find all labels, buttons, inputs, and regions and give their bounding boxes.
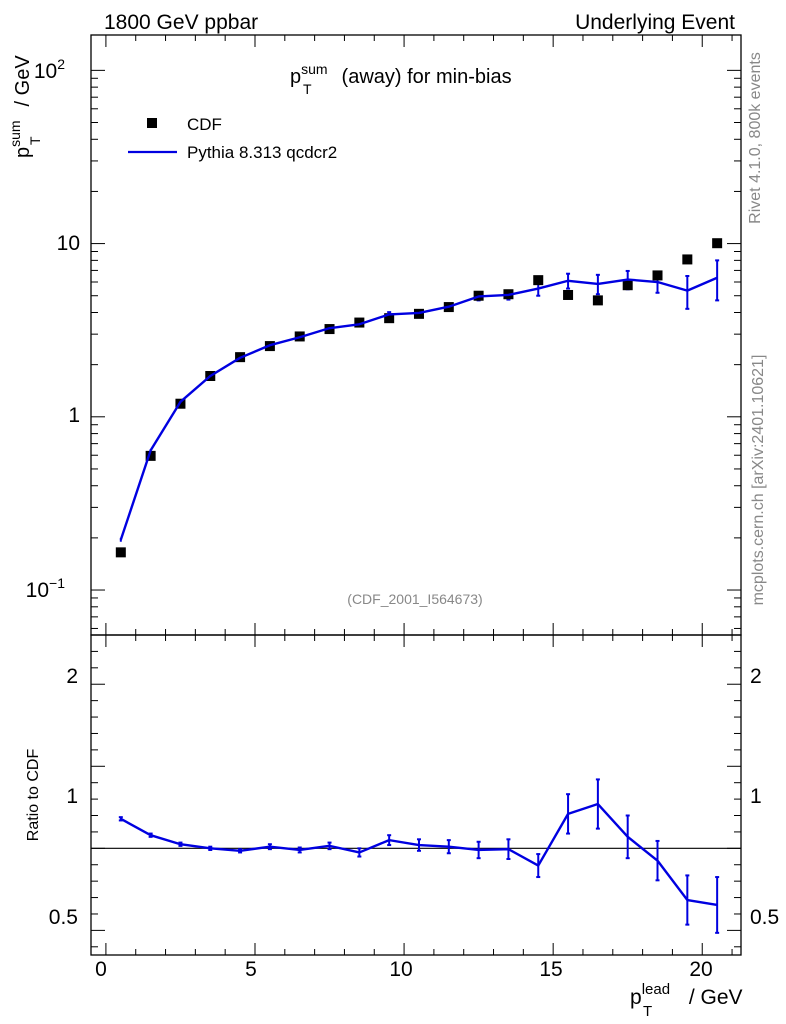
cdf-marker [682,254,693,265]
ratio-ytick-label-1-left: 1 [66,785,78,808]
cdf-marker [115,547,126,558]
cdf-marker [354,317,365,328]
cdf-marker [563,289,574,300]
ytick-label-0-1: 10−1 [26,575,66,602]
xlabel-rest: / GeV [683,986,743,1009]
ratio-ytick-label-1-right: 1 [750,785,762,808]
rivet-label: Rivet 4.1.0, 800k events [747,52,764,224]
xtick-label-10: 10 [389,958,412,981]
ratio-ytick-label-2-right: 2 [750,665,762,688]
xlabel-p: p [630,986,642,1009]
cdf-marker [384,313,395,324]
title-rest: (away) for min-bias [336,66,512,88]
title-sup: sum [301,61,327,77]
analysis-watermark: (CDF_2001_I564673) [347,591,482,607]
title-sub: T [303,81,312,97]
ratio-plot-frame [90,634,742,956]
ratio-ylabel: Ratio to CDF [25,749,42,842]
xtick-label-5: 5 [245,958,257,981]
ylabel-p: p [12,147,34,158]
xtick-label-0: 0 [95,958,107,981]
ylabel-sup: sum [7,120,23,146]
header-right: Underlying Event [575,11,735,34]
main-ylabel: psum T / GeV [7,55,43,158]
legend-label-pythia: Pythia 8.313 qcdcr2 [187,143,337,162]
cdf-marker [712,238,723,249]
ylabel-sub: T [27,136,43,145]
mc-line [119,276,718,541]
cdf-marker [533,275,544,286]
legend-label-cdf: CDF [187,115,222,134]
xlabel-sup: lead [642,981,670,998]
ratio-line [120,802,718,907]
xtick-label-20: 20 [689,958,712,981]
ratio-ytick-label-2-left: 2 [66,665,78,688]
cdf-marker [622,280,633,291]
ratio-ytick-label-0-5-right: 0.5 [750,906,779,929]
xtick-label-15: 15 [539,958,562,981]
ratio-ytick-label-0-5-left: 0.5 [49,906,78,929]
header-left: 1800 GeV ppbar [104,11,258,34]
ytick-label-10: 10 [57,232,80,255]
title-p: p [290,66,301,88]
site-label: mcplots.cern.ch [arXiv:2401.10621] [750,355,767,606]
ytick-label-100: 102 [34,56,65,83]
xlabel: plead T / GeV [630,981,743,1020]
xlabel-sub: T [643,1003,652,1020]
cdf-marker [652,270,663,281]
cdf-marker [592,295,603,306]
legend-marker-cdf [147,118,157,128]
main-title: psum T (away) for min-bias [290,61,512,97]
ylabel-rest: / GeV [12,55,34,112]
cdf-marker [145,450,156,461]
ytick-label-1: 1 [68,404,80,427]
